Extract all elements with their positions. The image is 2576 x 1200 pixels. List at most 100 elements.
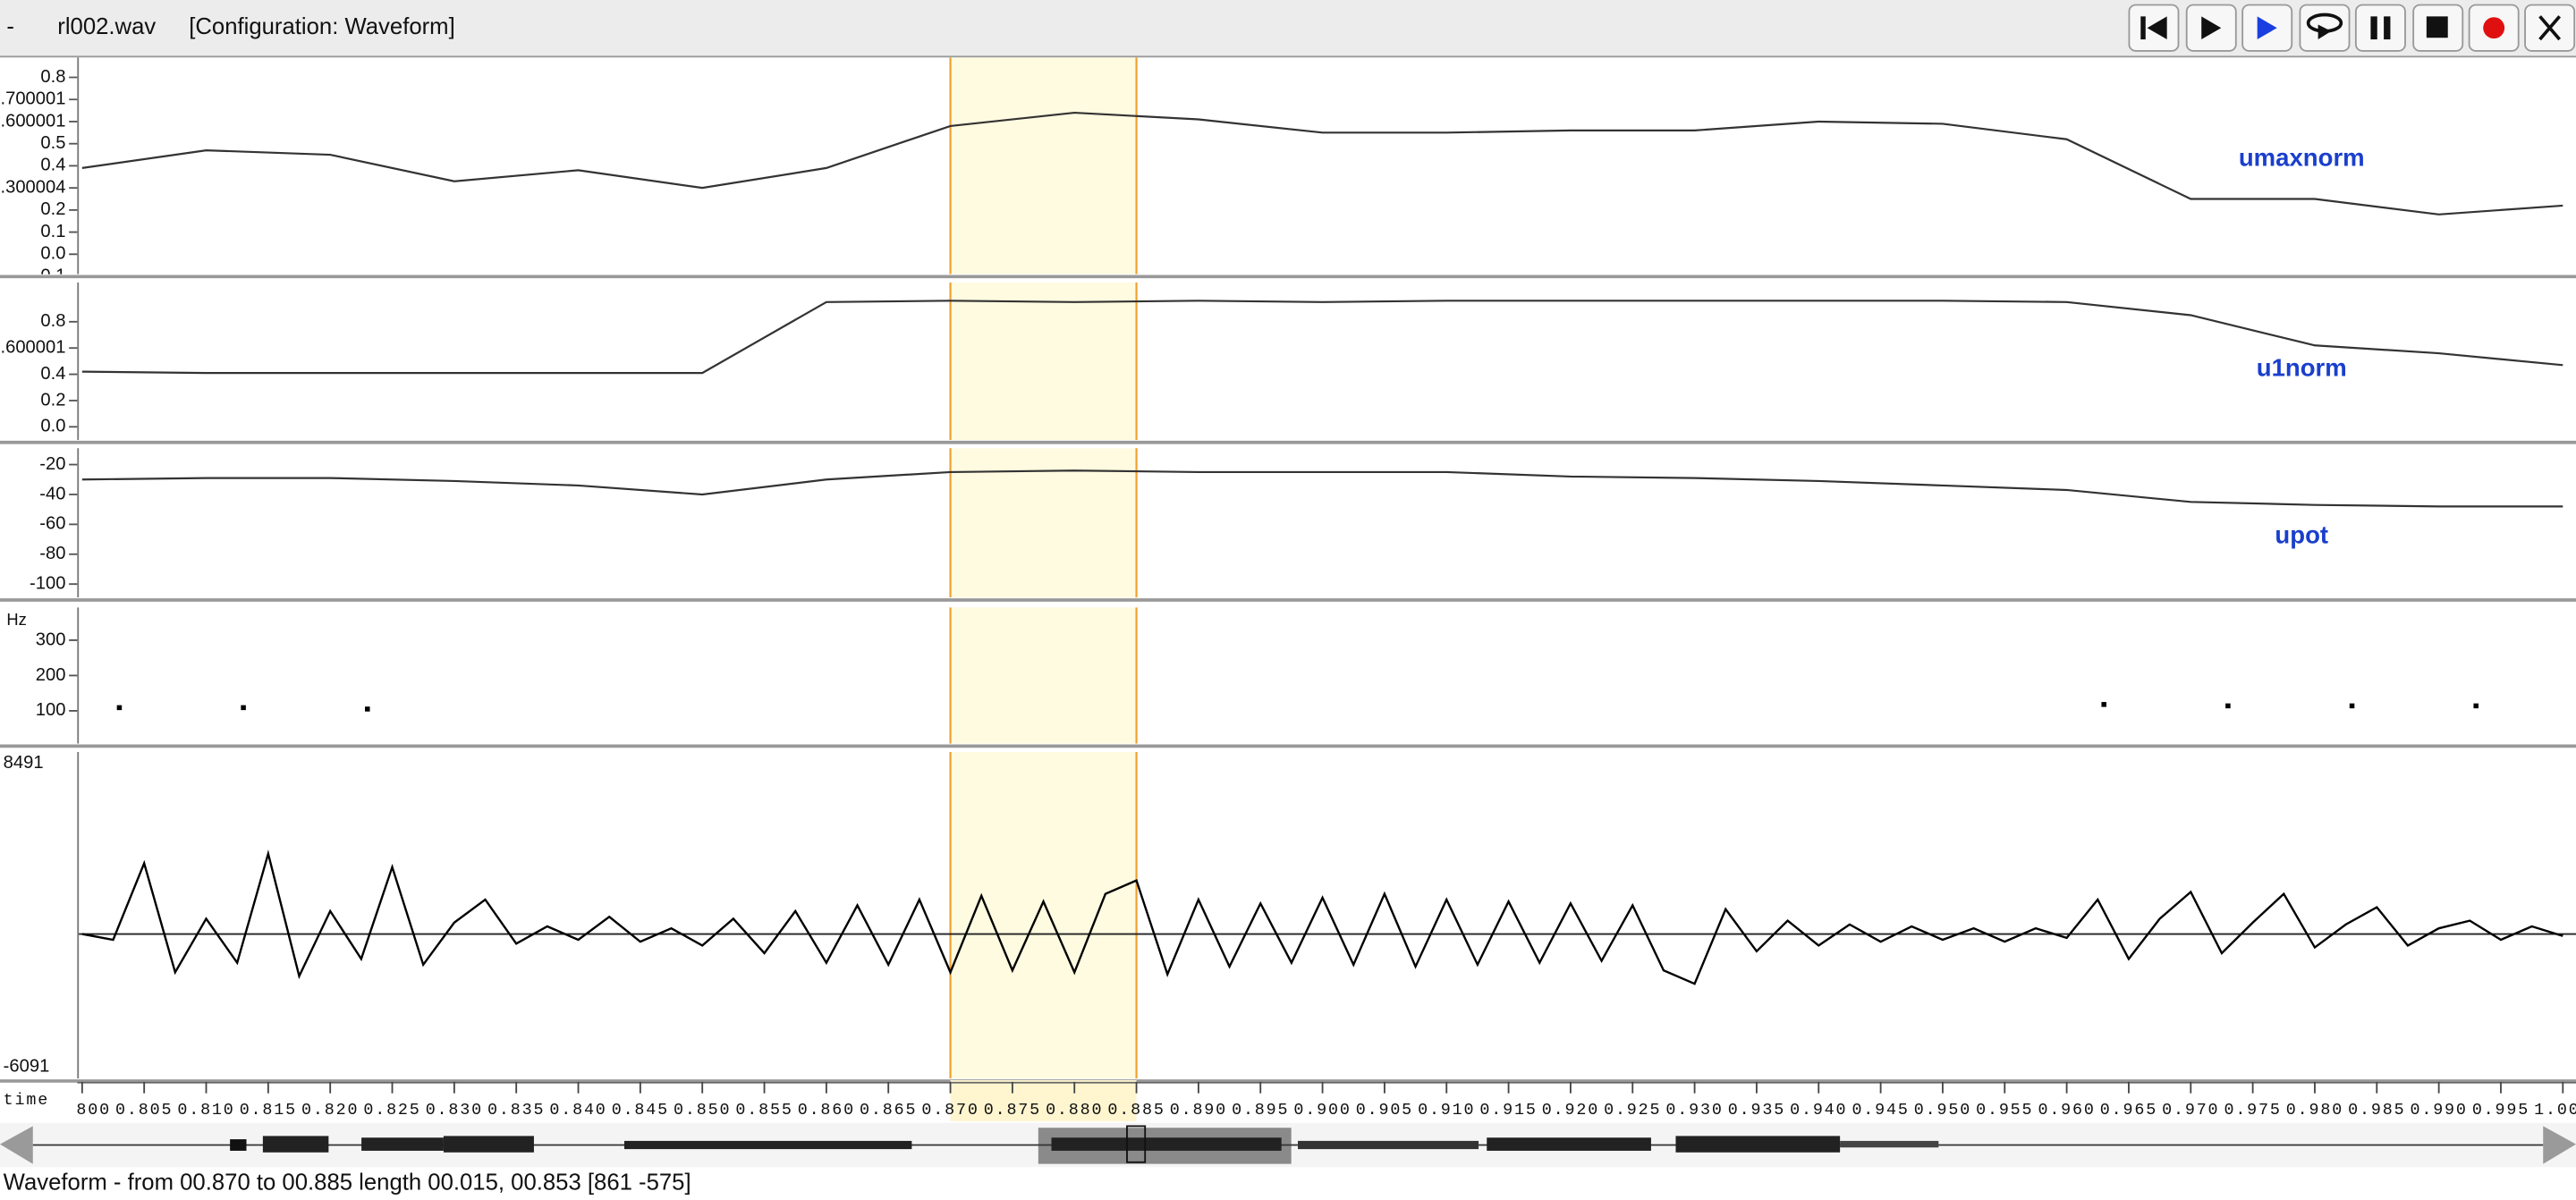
y-tick-label: 0.1 — [40, 222, 65, 241]
y-tick-label: 200 — [36, 665, 66, 685]
file-name: rl002.wav — [57, 14, 156, 39]
selection-band — [950, 751, 1137, 1079]
dash: - — [6, 14, 14, 39]
panel-label: upot — [2275, 521, 2328, 549]
x-tick-label: 0.815 — [240, 1101, 297, 1120]
pitch-point — [365, 706, 370, 712]
status-bar: Waveform - from 00.870 to 00.885 length … — [4, 1170, 691, 1195]
y-tick-label: -60 — [39, 514, 65, 534]
x-tick-label: 0.820 — [301, 1101, 359, 1120]
x-tick-label: 0.990 — [2410, 1101, 2467, 1120]
overview — [0, 1122, 2576, 1168]
y-tick-label: 0.0 — [40, 244, 65, 264]
y-tick-label: 0.8 — [40, 311, 65, 331]
track-line — [81, 111, 2563, 215]
x-tick-label: 0.980 — [2286, 1101, 2343, 1120]
go-start-button[interactable] — [2128, 4, 2180, 52]
panel: 8491 -6091 — [4, 751, 2576, 1079]
y-tick-label: -40 — [39, 484, 65, 503]
x-tick-label: 0.955 — [1976, 1101, 2033, 1120]
y-tick-label: 0.2 — [40, 390, 65, 410]
panel-label: umaxnorm — [2239, 143, 2365, 171]
pitch-point — [2473, 703, 2479, 709]
y-tick-label: 0.600001 — [0, 111, 65, 131]
loop-button[interactable] — [2299, 4, 2351, 52]
y-tick-label: 300 — [36, 630, 66, 649]
y-tick-label: -100 — [30, 574, 65, 594]
pitch-point — [2101, 702, 2106, 707]
panel: -20 -40 -60 -80 -100 upot — [30, 448, 2563, 598]
selection-band — [950, 282, 1137, 441]
selection-band — [950, 1079, 1137, 1121]
x-tick-label: 0.835 — [487, 1101, 545, 1120]
x-tick-label: 0.960 — [2038, 1101, 2095, 1120]
y-tick-label: 0.4 — [40, 364, 65, 384]
y-tick-label: -6091 — [4, 1057, 50, 1077]
x-tick-label: 1.000 — [2534, 1101, 2576, 1120]
x-tick-label: 0.860 — [798, 1101, 855, 1120]
x-tick-label: 0.950 — [1914, 1101, 1971, 1120]
y-tick-label: 0.700001 — [0, 89, 65, 109]
y-tick-label: 100 — [36, 700, 66, 720]
selection-band — [950, 57, 1137, 275]
record-button[interactable] — [2468, 4, 2520, 52]
y-tick-label: -0.1 — [35, 266, 66, 285]
x-tick-label: 0.890 — [1170, 1101, 1227, 1120]
x-tick-label: 0.910 — [1418, 1101, 1475, 1120]
x-tick-label: 0.940 — [1790, 1101, 1847, 1120]
x-tick-label: 0.945 — [1852, 1101, 1909, 1120]
x-tick-label: 0.935 — [1728, 1101, 1785, 1120]
y-tick-label: -80 — [39, 544, 65, 563]
y-tick-label: 0.5 — [40, 133, 65, 153]
panel: 100 200 300 Hz — [6, 607, 2479, 744]
y-tick-label: 0.4 — [40, 156, 65, 175]
pitch-point — [2349, 703, 2355, 709]
play-selection-button[interactable] — [2241, 4, 2293, 52]
panel: 0.8 0.600001 0.4 0.2 0.0 u1norm — [0, 282, 2563, 441]
x-tick-label: 0.840 — [549, 1101, 606, 1120]
selection-band — [950, 607, 1137, 744]
x-tick-label: 0.970 — [2162, 1101, 2219, 1120]
pitch-point — [241, 705, 246, 711]
x-tick-label: 0.900 — [1293, 1101, 1351, 1120]
pitch-point — [116, 705, 123, 711]
panel-label: u1norm — [2257, 353, 2347, 381]
x-tick-label: 0.830 — [426, 1101, 483, 1120]
close-button[interactable] — [2524, 4, 2576, 52]
x-tick-label: 0.965 — [2100, 1101, 2157, 1120]
y-tick-label: 0.600001 — [0, 338, 65, 358]
waveform — [81, 849, 2563, 985]
x-tick-label: 0.870 — [921, 1101, 979, 1120]
x-tick-label: 0.800 — [54, 1101, 111, 1120]
x-tick-label: 0.875 — [984, 1101, 1041, 1120]
x-tick-label: 0.930 — [1665, 1101, 1723, 1120]
y-tick-label: 0.8 — [40, 67, 65, 87]
pitch-point — [2225, 703, 2231, 709]
x-tick-label: 0.825 — [363, 1101, 420, 1120]
x-tick-label: 0.855 — [735, 1101, 792, 1120]
time-axis: 0.800 0.805 0.810 0.815 0.820 0.825 0.830 0.835… — [54, 1079, 2576, 1121]
x-tick-label: 0.895 — [1232, 1101, 1289, 1120]
unit-label: Hz — [6, 610, 26, 629]
x-tick-label: 0.880 — [1046, 1101, 1103, 1120]
configuration: [Configuration: Waveform] — [189, 14, 455, 39]
x-tick-label: 0.845 — [612, 1101, 669, 1120]
toolbar — [2128, 4, 2576, 52]
x-tick-label: 0.805 — [115, 1101, 173, 1120]
y-tick-label: 0.0 — [40, 417, 65, 436]
play-button[interactable] — [2185, 4, 2237, 52]
y-tick-label: 0.300004 — [0, 177, 65, 197]
stop-button[interactable] — [2412, 4, 2464, 52]
x-tick-label: 0.905 — [1356, 1101, 1413, 1120]
x-tick-label: 0.985 — [2348, 1101, 2405, 1120]
selection-band — [950, 448, 1137, 598]
x-tick-label: 0.885 — [1107, 1101, 1165, 1120]
x-tick-label: 0.920 — [1542, 1101, 1599, 1120]
track-line — [81, 300, 2563, 375]
pause-button[interactable] — [2354, 4, 2406, 52]
x-tick-label: 0.995 — [2472, 1101, 2529, 1120]
x-tick-label: 0.810 — [177, 1101, 234, 1120]
x-tick-label: 0.865 — [860, 1101, 917, 1120]
